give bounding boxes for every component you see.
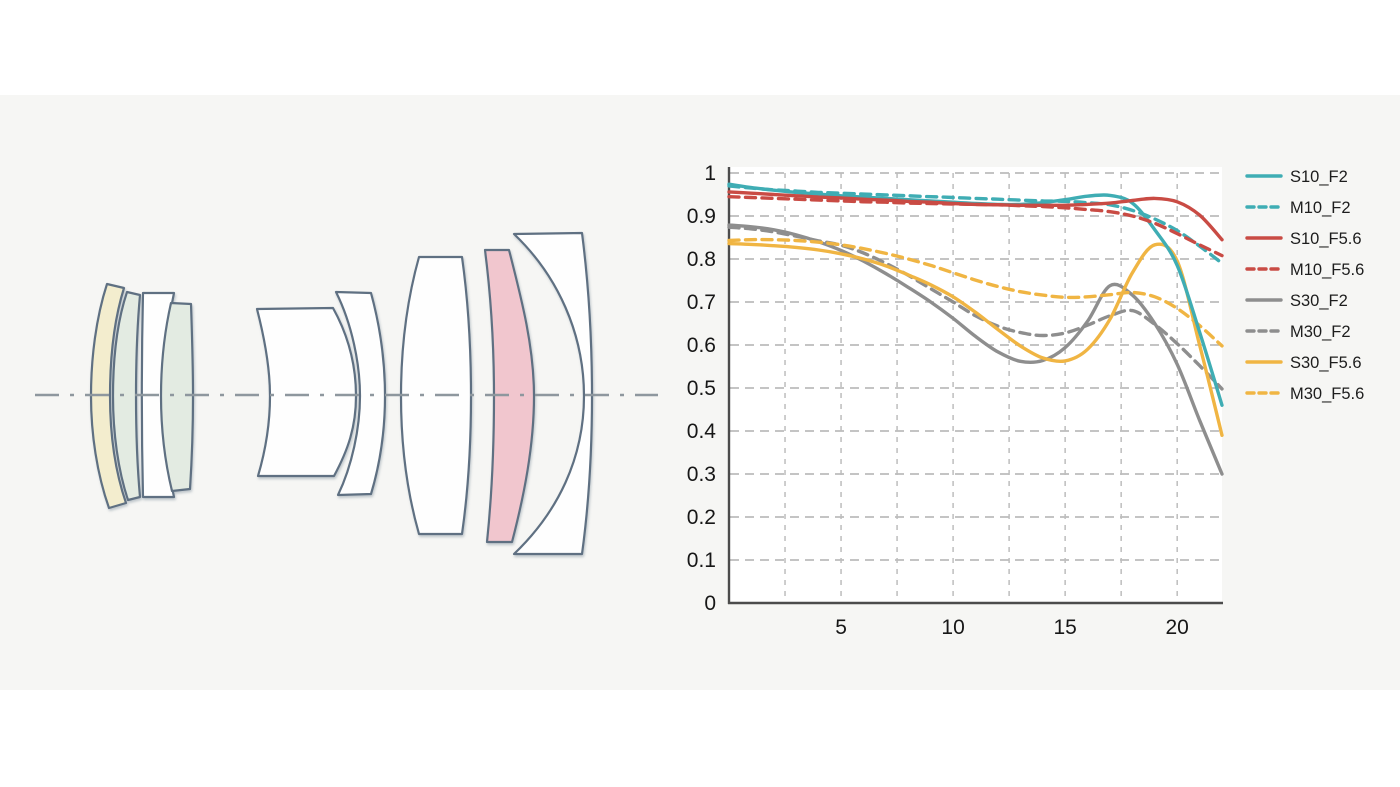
legend-item: M10_F5.6	[1245, 261, 1364, 279]
x-tick-label: 15	[1053, 616, 1076, 639]
y-tick-label: 0	[704, 592, 716, 615]
lens-diagram	[89, 231, 594, 556]
lens-element-6	[334, 290, 387, 497]
legend-label-M30_F5.6: M30_F5.6	[1290, 385, 1364, 403]
y-tick-label: 0.6	[687, 334, 716, 357]
y-tick-label: 0.9	[687, 205, 716, 228]
y-tick-label: 0.7	[687, 291, 716, 314]
legend-item: S30_F5.6	[1245, 354, 1362, 372]
y-tick-label: 0.5	[687, 377, 716, 400]
legend-label-S30_F5.6: S30_F5.6	[1290, 354, 1362, 372]
legend-item: S10_F5.6	[1245, 230, 1362, 248]
curve-M10_F5.6	[727, 194, 1224, 258]
x-tick-label: 20	[1166, 616, 1189, 639]
curve-S30_F5.6	[727, 241, 1224, 437]
legend-label-S30_F2: S30_F2	[1290, 292, 1348, 310]
lens-element-4	[159, 301, 195, 493]
x-tick-label: 10	[941, 616, 964, 639]
y-tick-label: 0.4	[687, 420, 717, 443]
legend-item: M30_F2	[1245, 323, 1351, 341]
y-tick-label: 0.8	[687, 248, 716, 271]
legend-item: S30_F2	[1245, 292, 1348, 310]
curve-M30_F2	[727, 225, 1224, 391]
curve-M10_F2	[727, 184, 1224, 265]
mtf-chart: 00.10.20.30.40.50.60.70.80.915 10 15 20S10_…	[687, 162, 1365, 639]
legend-label-M10_F5.6: M10_F5.6	[1290, 261, 1364, 279]
y-tick-label: 1	[704, 162, 716, 185]
legend-item: M30_F5.6	[1245, 385, 1364, 403]
lens-element-2	[111, 290, 142, 502]
plot-background	[729, 167, 1222, 603]
y-tick-label: 0.3	[687, 463, 716, 486]
legend-label-S10_F2: S10_F2	[1290, 168, 1348, 186]
legend-label-M30_F2: M30_F2	[1290, 323, 1351, 341]
y-tick-label: 0.1	[687, 549, 716, 572]
x-tick-label: 5	[835, 616, 847, 639]
lens-element-9	[512, 231, 594, 556]
legend-item: M10_F2	[1245, 199, 1351, 217]
curve-M30_F5.6	[727, 237, 1224, 348]
legend-label-M10_F2: M10_F2	[1290, 199, 1351, 217]
y-tick-label: 0.2	[687, 506, 716, 529]
legend-label-S10_F5.6: S10_F5.6	[1290, 230, 1362, 248]
lens-element-8	[483, 248, 536, 544]
legend-item: S10_F2	[1245, 168, 1348, 186]
lens-element-5	[255, 306, 358, 478]
